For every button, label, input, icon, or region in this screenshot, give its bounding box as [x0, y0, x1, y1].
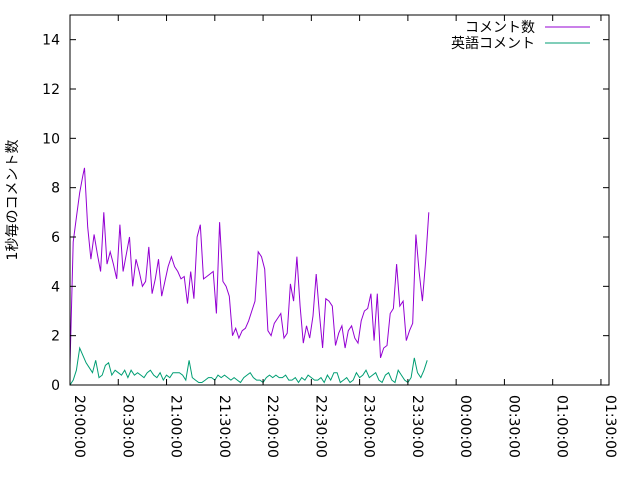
- x-tick-label: 21:00:00: [168, 395, 184, 458]
- series-line-1: [69, 346, 428, 386]
- x-tick-label: 23:30:00: [409, 395, 425, 458]
- x-tick-label: 00:00:00: [457, 395, 473, 458]
- x-axis: 20:00:00 20:30:00 21:00:00 21:30:00 22:00:00…: [69, 15, 618, 458]
- y-tick-label: 4: [51, 279, 60, 295]
- x-tick-label: 00:30:00: [505, 395, 521, 458]
- x-tick-label: 21:30:00: [216, 395, 232, 458]
- y-tick-label: 6: [51, 230, 60, 246]
- x-tick-label: 20:00:00: [71, 395, 87, 458]
- x-tick-label: 22:00:00: [264, 395, 280, 458]
- y-tick-label: 8: [51, 181, 60, 197]
- y-tick-label: 10: [42, 131, 60, 147]
- y-tick-label: 14: [42, 33, 60, 49]
- legend-label: 英語コメント: [451, 35, 535, 52]
- x-tick-label: 01:00:00: [554, 395, 570, 458]
- y-tick-label: 0: [51, 378, 60, 394]
- x-tick-label: 20:30:00: [119, 395, 135, 458]
- y-axis-label: 1秒毎のコメント数: [5, 140, 21, 261]
- x-tick-label: 22:30:00: [312, 395, 328, 458]
- series-layer: [69, 167, 430, 386]
- x-tick-label: 01:30:00: [602, 395, 618, 458]
- y-tick-label: 12: [42, 82, 60, 98]
- plot-frame: [69, 14, 610, 386]
- x-tick-label: 23:00:00: [361, 395, 377, 458]
- y-axis: 0 2 4 6 8 10 12 14: [42, 33, 609, 394]
- legend-label: コメント数: [465, 20, 535, 36]
- series-line-0: [69, 167, 430, 366]
- y-tick-label: 2: [51, 329, 60, 345]
- plot-area: [69, 14, 610, 386]
